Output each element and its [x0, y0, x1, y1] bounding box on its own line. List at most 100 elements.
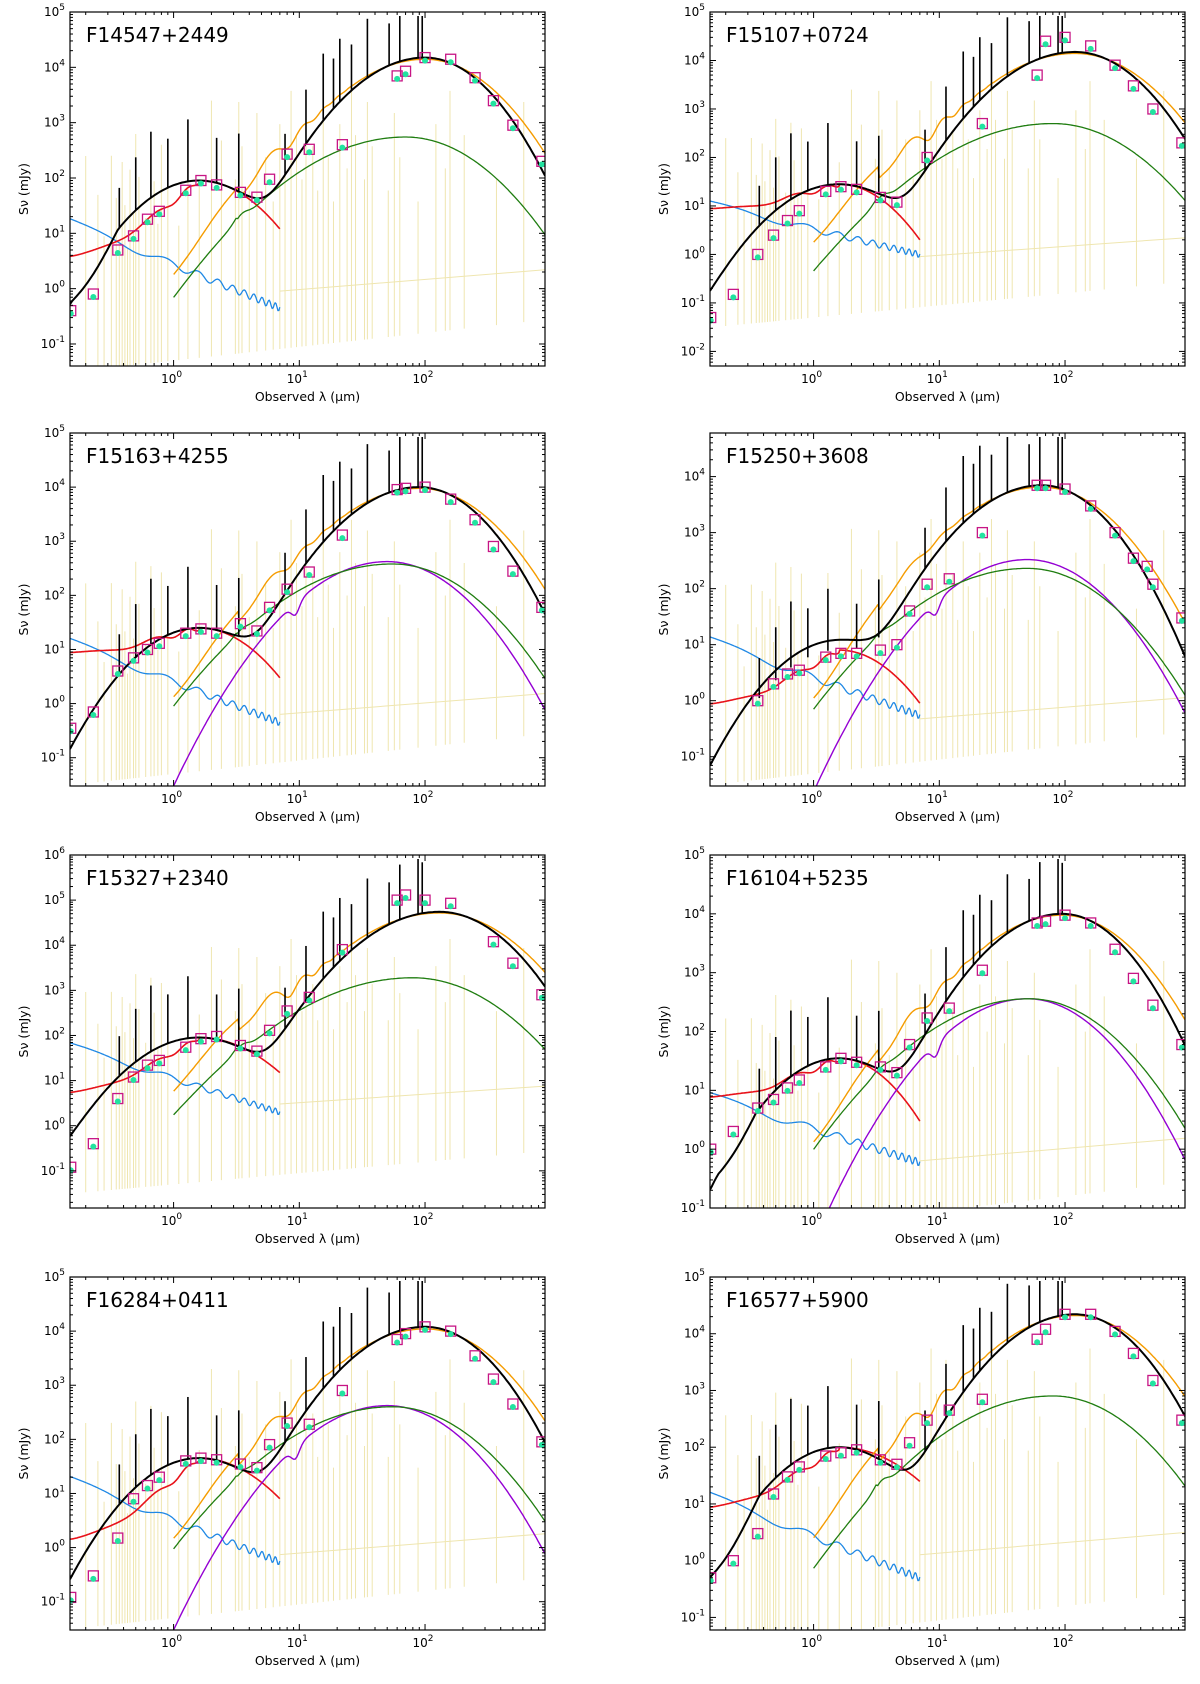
x-tick-label: 102	[1053, 1634, 1074, 1650]
model-point	[770, 1493, 777, 1500]
y-tick-label: 104	[44, 1322, 65, 1338]
panel-4: 10-1 100 101 102 103 104 100 101 102 Observed λ (…	[656, 432, 1186, 824]
model-point	[853, 189, 860, 196]
stellar-attenuated-curve	[70, 627, 281, 679]
x-tick-label: 102	[1053, 370, 1074, 386]
cirrus-curve	[173, 1406, 545, 1550]
model-point	[893, 1072, 900, 1079]
y-axis-label: Sν (mJy)	[16, 1428, 31, 1480]
model-point	[1087, 1314, 1094, 1321]
model-point	[730, 1560, 737, 1567]
total-model-curve	[70, 486, 545, 750]
model-point	[1062, 37, 1069, 44]
emission-line-series	[85, 519, 545, 784]
model-point	[447, 903, 454, 910]
model-point	[1149, 1005, 1156, 1012]
model-point	[237, 623, 244, 630]
starburst-curve	[173, 487, 545, 698]
model-point	[90, 711, 97, 718]
model-point	[490, 546, 497, 553]
model-point	[946, 1410, 953, 1417]
model-point	[306, 997, 313, 1004]
panel-2: 10-2 10-1 100 101 102 103 104 105 100 101 102 Obser…	[656, 3, 1186, 404]
model-photometry-series	[710, 37, 1185, 324]
model-point	[490, 1379, 497, 1386]
model-point	[306, 149, 313, 156]
model-point	[924, 1017, 931, 1024]
y-tick-label: 100	[44, 695, 65, 711]
model-point	[924, 1420, 931, 1427]
starburst-curve	[173, 912, 545, 1092]
model-photometry-series	[754, 485, 1185, 707]
model-point	[490, 100, 497, 107]
y-tick-label: 105	[44, 3, 65, 19]
model-point	[796, 670, 803, 677]
y-tick-label: 104	[684, 1325, 705, 1341]
model-point	[266, 179, 273, 186]
cirrus-curve	[813, 998, 1185, 1150]
model-point	[1112, 949, 1119, 956]
stellar-attenuated-curve	[710, 649, 921, 705]
model-photometry-series	[710, 915, 1185, 1156]
x-tick-label: 101	[927, 790, 948, 806]
model-point	[284, 589, 291, 596]
model-photometry-series	[70, 487, 545, 735]
y-tick-label: 102	[684, 148, 705, 164]
plot-area	[70, 859, 545, 1193]
y-tick-label: 10-1	[681, 1608, 705, 1624]
model-point	[447, 59, 454, 66]
model-point	[1042, 1329, 1049, 1336]
axes-frame	[69, 1276, 546, 1631]
model-point	[796, 210, 803, 217]
model-point	[754, 1108, 761, 1115]
agn-curve	[172, 1404, 545, 1630]
model-point	[237, 1045, 244, 1052]
model-point	[1130, 85, 1137, 92]
model-point	[1149, 1380, 1156, 1387]
model-point	[266, 1444, 273, 1451]
y-tick-label: 103	[44, 981, 65, 997]
emission-line-series	[725, 81, 1185, 326]
model-point	[906, 1442, 913, 1449]
model-point	[156, 1060, 163, 1067]
model-point	[1112, 532, 1119, 539]
stellar-unattenuated-curve	[70, 1042, 281, 1116]
model-point	[253, 197, 260, 204]
model-point	[837, 1058, 844, 1065]
model-point	[1062, 1314, 1069, 1321]
model-point	[1062, 915, 1069, 922]
stellar-unattenuated-curve	[70, 1475, 281, 1565]
model-point	[284, 1423, 291, 1430]
model-point	[906, 1044, 913, 1051]
model-point	[837, 653, 844, 660]
x-tick-label: 101	[287, 370, 308, 386]
model-point	[822, 657, 829, 664]
model-point	[182, 1460, 189, 1467]
total-model-curve	[710, 912, 1185, 1191]
model-point	[893, 1464, 900, 1471]
model-point	[1034, 485, 1041, 492]
model-point	[402, 894, 409, 901]
x-tick-label: 100	[801, 1634, 822, 1650]
x-axis-label: Observed λ (μm)	[255, 809, 360, 824]
model-point	[447, 499, 454, 506]
stellar-unattenuated-curve	[70, 218, 281, 312]
model-point	[837, 186, 844, 193]
model-point	[979, 123, 986, 130]
panel-title: F16284+0411	[86, 1288, 229, 1312]
panel-title: F15250+3608	[726, 444, 869, 468]
starburst-curve	[813, 486, 1185, 699]
axes-frame	[709, 854, 1186, 1209]
y-tick-label: 10-2	[681, 342, 705, 358]
y-tick-label: 104	[684, 51, 705, 67]
x-axis-label: Observed λ (μm)	[255, 389, 360, 404]
x-tick-label: 100	[161, 1212, 182, 1228]
model-point	[197, 1458, 204, 1465]
model-point	[213, 184, 220, 191]
x-tick-label: 102	[413, 790, 434, 806]
model-point	[509, 1404, 516, 1411]
y-tick-label: 104	[684, 905, 705, 921]
cirrus-curve	[813, 122, 1185, 272]
model-point	[114, 671, 121, 678]
